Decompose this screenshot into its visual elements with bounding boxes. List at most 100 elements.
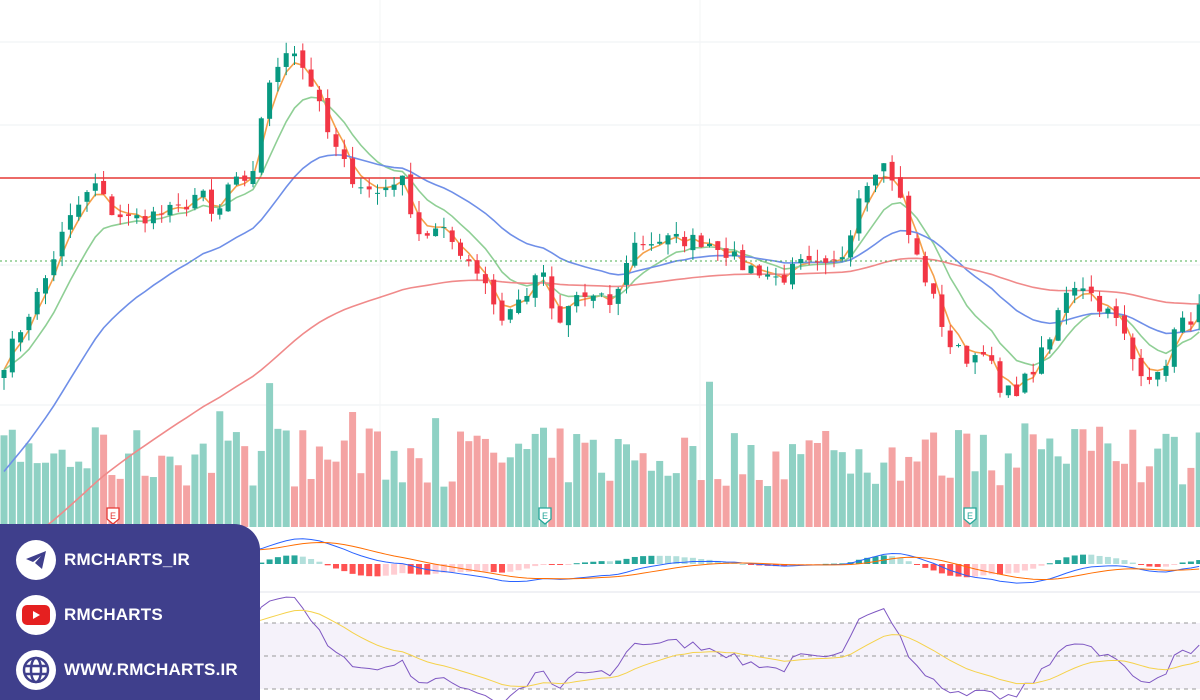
volume-bar — [382, 479, 390, 527]
volume-bar — [75, 461, 83, 527]
macd-histogram-bar — [316, 561, 323, 564]
macd-histogram-bar — [1146, 564, 1153, 567]
volume-bar — [764, 486, 772, 527]
candle-body — [1171, 329, 1177, 367]
volume-bar — [291, 486, 298, 527]
macd-histogram-bar — [416, 564, 422, 575]
moving-average-line — [3, 257, 1200, 556]
macd-histogram-bar — [324, 564, 331, 566]
macd-histogram-bar — [1055, 560, 1062, 564]
candle-body — [458, 242, 463, 256]
candle-body — [1080, 288, 1086, 291]
candle-body — [956, 345, 961, 347]
website-link[interactable]: WWW.RMCHARTS.IR — [16, 650, 238, 690]
macd-histogram-bar — [1121, 560, 1128, 564]
volume-bar — [979, 434, 987, 527]
macd-histogram-bar — [656, 555, 663, 564]
candle-body — [731, 251, 737, 257]
candle-body — [67, 215, 73, 230]
volume-bar — [606, 480, 614, 527]
volume-bar — [1038, 449, 1045, 527]
volume-bar — [33, 463, 41, 527]
candle-body — [117, 214, 123, 218]
globe-icon — [16, 650, 56, 690]
candle-body — [184, 206, 190, 210]
volume-bar — [573, 434, 581, 527]
volume-bar — [257, 450, 265, 527]
macd-histogram-bar — [1080, 554, 1086, 564]
macd-histogram-bar — [681, 557, 688, 564]
volume-bar — [17, 461, 25, 527]
macd-histogram-bar — [274, 557, 281, 564]
macd-histogram-bar — [1154, 564, 1161, 567]
telegram-link[interactable]: RMCHARTS_IR — [16, 540, 190, 580]
candle-body — [283, 53, 289, 67]
volume-bar — [307, 478, 315, 527]
volume-bar — [598, 472, 606, 527]
volume-bar — [1145, 466, 1153, 527]
youtube-link[interactable]: RMCHARTS — [16, 595, 163, 635]
volume-bar — [324, 459, 332, 527]
candle-body — [18, 332, 24, 343]
candle-body — [1138, 357, 1144, 377]
candle-body — [499, 300, 505, 321]
volume-bar — [1029, 434, 1037, 527]
macd-histogram-bar — [748, 564, 754, 565]
volume-bar — [0, 435, 8, 527]
volume-bar — [672, 473, 680, 527]
volume-bar — [1179, 484, 1187, 527]
volume-bar — [1104, 443, 1112, 527]
macd-histogram-bar — [872, 556, 879, 564]
macd-histogram-bar — [573, 563, 580, 565]
volume-bar — [199, 443, 207, 527]
volume-bar — [141, 475, 149, 527]
macd-histogram-bar — [391, 564, 398, 575]
volume-bar — [722, 485, 730, 527]
volume-bar — [498, 462, 506, 527]
candle-body — [980, 351, 986, 355]
macd-histogram-bar — [606, 561, 613, 564]
candle-body — [1072, 287, 1078, 296]
macd-histogram-bar — [1196, 560, 1200, 564]
candle-body — [507, 309, 513, 320]
volume-bar — [91, 427, 99, 527]
volume-bar — [232, 432, 240, 527]
volume-bar — [656, 460, 664, 527]
macd-histogram-bar — [665, 555, 671, 564]
candle-body — [200, 190, 206, 198]
candle-body — [416, 212, 422, 235]
volume-bar — [398, 482, 406, 527]
volume-bar — [896, 480, 904, 527]
candle-body — [756, 265, 762, 276]
macd-histogram-bar — [341, 564, 348, 572]
volume-bar — [847, 473, 855, 527]
candle-body — [897, 177, 903, 198]
candle-body — [1155, 371, 1161, 380]
candle-body — [1055, 310, 1061, 341]
moving-average-line — [3, 154, 1200, 473]
volume-bar — [340, 440, 348, 527]
telegram-label: RMCHARTS_IR — [64, 550, 190, 569]
macd-histogram-bar — [997, 564, 1003, 575]
volume-bar — [880, 462, 888, 527]
candle-body — [931, 283, 937, 294]
macd-histogram-bar — [1046, 563, 1053, 565]
candle-body — [1005, 385, 1011, 396]
volume-bar — [805, 440, 813, 527]
youtube-icon — [16, 595, 56, 635]
candle-body — [26, 316, 32, 331]
candle-body — [989, 355, 995, 361]
volume-bar — [905, 456, 913, 527]
candle-body — [1039, 347, 1044, 374]
candle-body — [632, 242, 638, 266]
candle-body — [947, 330, 953, 348]
candle-body — [839, 257, 845, 260]
candle-body — [922, 256, 928, 283]
macd-histogram-bar — [366, 564, 373, 577]
candle-body — [524, 295, 530, 302]
volume-bar — [1187, 467, 1195, 527]
volume-bar — [299, 430, 307, 527]
candle-body — [599, 293, 605, 295]
volume-bar — [490, 452, 498, 527]
